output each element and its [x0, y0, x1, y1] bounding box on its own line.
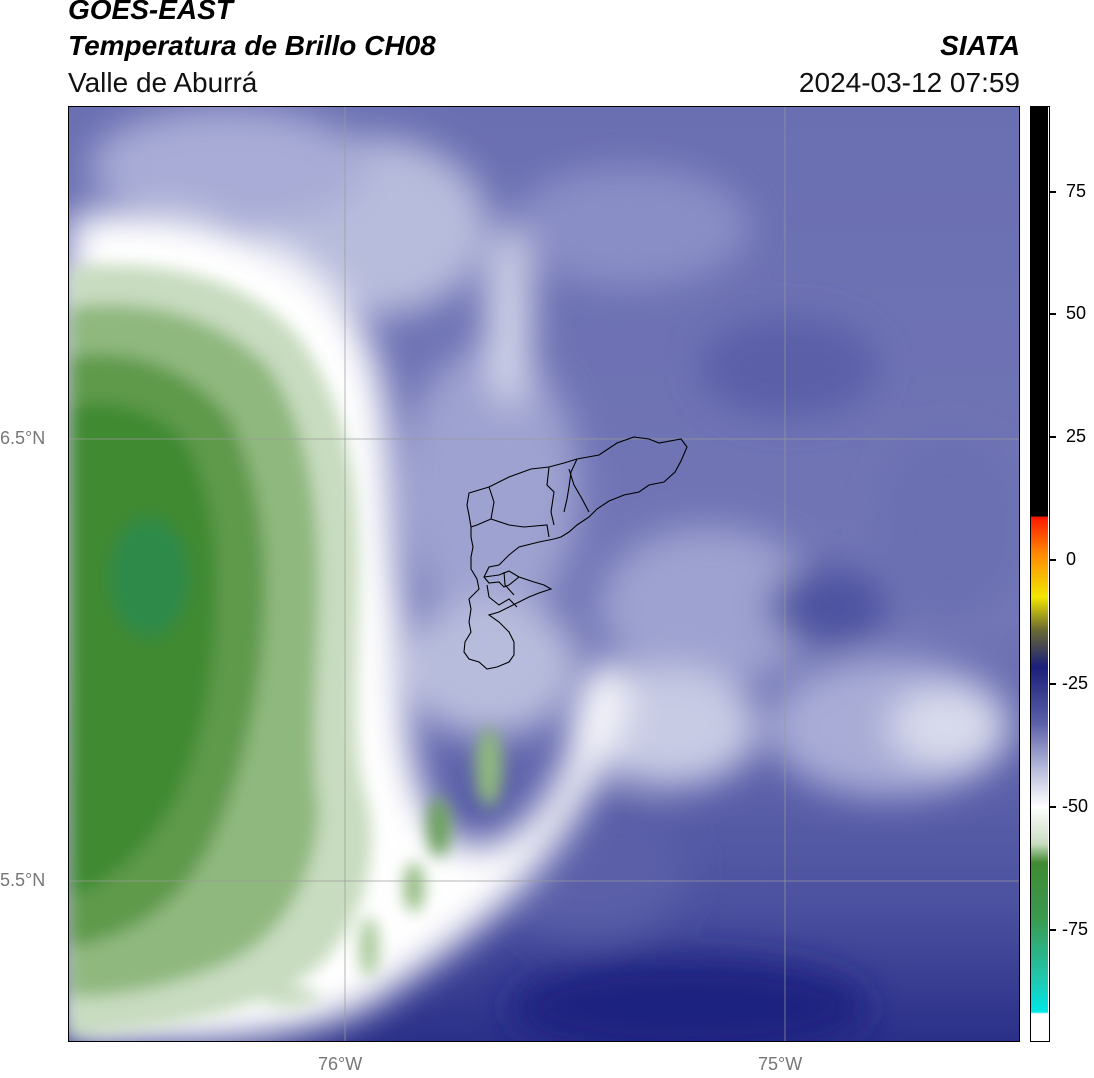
- colorbar-tick-minus75: -75: [1062, 919, 1089, 939]
- colorbar-tickmark: [1050, 313, 1056, 315]
- colorbar-tick-25: 25: [1066, 426, 1087, 446]
- colorbar-gradient: [1031, 107, 1048, 1040]
- colorbar-tickmark: [1050, 806, 1056, 808]
- colorbar-tickmark: [1050, 191, 1056, 193]
- lat-label-5-5: 5.5°N: [0, 870, 46, 890]
- colorbar-tick-50: 50: [1066, 303, 1087, 323]
- colorbar: [1030, 106, 1050, 1042]
- agency-label: SIATA: [940, 30, 1020, 61]
- lon-label-76: 76°W: [318, 1054, 363, 1074]
- lon-label-75: 75°W: [758, 1054, 803, 1074]
- colorbar-tick-minus25: -25: [1062, 673, 1089, 693]
- colorbar-tickmark: [1050, 683, 1056, 685]
- colorbar-tickmark: [1050, 559, 1056, 561]
- product-title: Temperatura de Brillo CH08: [68, 30, 436, 61]
- lat-label-6-5: 6.5°N: [0, 428, 46, 448]
- datetime-label: 2024-03-12 07:59: [798, 67, 1020, 98]
- colorbar-tickmark: [1050, 929, 1056, 931]
- colorbar-tick-minus50: -50: [1062, 796, 1089, 816]
- map-field: [69, 107, 1019, 1041]
- colorbar-tick-0: 0: [1066, 549, 1077, 569]
- colorbar-tick-75: 75: [1066, 181, 1087, 201]
- colorbar-tickmark: [1050, 436, 1056, 438]
- valle-de-aburra-boundaries: [463, 436, 688, 670]
- satellite-title: GOES-EAST: [68, 0, 233, 25]
- region-label: Valle de Aburrá: [68, 67, 258, 98]
- brightness-temperature-map: [68, 106, 1020, 1042]
